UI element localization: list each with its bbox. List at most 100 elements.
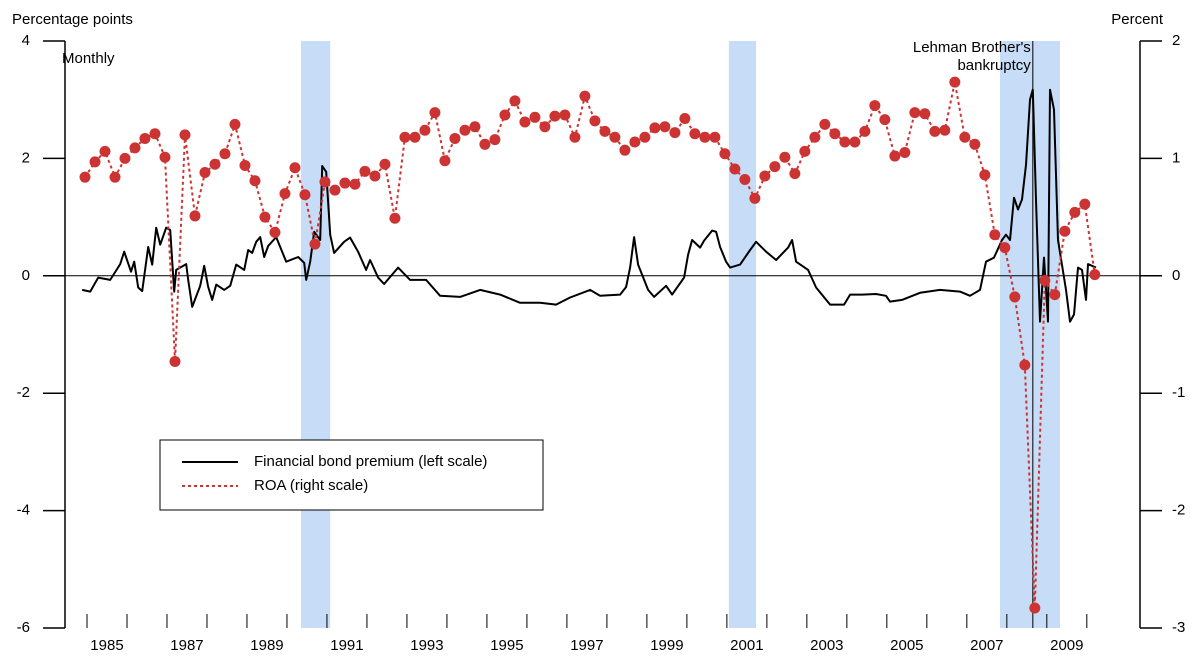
- data-point: [869, 100, 881, 112]
- data-point: [979, 169, 991, 181]
- data-point: [679, 112, 691, 124]
- y2-tick-label: 1: [1172, 149, 1180, 166]
- x-tick-label: 1997: [570, 637, 603, 654]
- data-point: [999, 242, 1011, 254]
- data-point: [149, 128, 161, 140]
- data-point: [589, 115, 601, 127]
- data-point: [829, 128, 841, 140]
- x-tick-label: 2001: [730, 637, 763, 654]
- data-point: [899, 147, 911, 159]
- data-point: [959, 131, 971, 143]
- data-point: [609, 131, 621, 143]
- data-point: [669, 127, 681, 139]
- data-point: [599, 125, 611, 137]
- data-point: [759, 170, 771, 182]
- data-point: [789, 168, 801, 180]
- legend-label: ROA (right scale): [254, 477, 368, 494]
- data-point: [179, 129, 191, 141]
- data-point: [859, 125, 871, 137]
- y2-tick-label: -3: [1172, 619, 1185, 636]
- data-point: [99, 145, 111, 157]
- recession-shade: [728, 41, 757, 628]
- data-point: [119, 152, 131, 164]
- data-point: [479, 138, 491, 150]
- y-tick-label: -6: [17, 619, 30, 636]
- data-point: [699, 131, 711, 143]
- data-point: [949, 76, 961, 88]
- y2-tick-label: -1: [1172, 384, 1185, 401]
- data-point: [539, 121, 551, 133]
- y-tick-label: -4: [17, 502, 30, 519]
- x-tick-label: 1985: [90, 637, 123, 654]
- data-point: [139, 132, 151, 144]
- data-point: [529, 111, 541, 123]
- data-point: [159, 151, 171, 163]
- data-point: [849, 136, 861, 148]
- data-point: [919, 108, 931, 120]
- data-point: [689, 128, 701, 140]
- legend-box: [159, 439, 544, 511]
- data-point: [939, 124, 951, 136]
- data-point: [1029, 602, 1041, 614]
- data-point: [749, 192, 761, 204]
- data-point: [989, 229, 1001, 241]
- data-point: [1019, 359, 1031, 371]
- data-point: [639, 131, 651, 143]
- data-point: [769, 161, 781, 173]
- data-point: [1089, 269, 1101, 281]
- data-point: [309, 238, 321, 250]
- data-point: [459, 124, 471, 136]
- x-tick-label: 1999: [650, 637, 683, 654]
- data-point: [439, 155, 451, 167]
- recession-shade: [1000, 41, 1061, 628]
- legend-label: Financial bond premium (left scale): [254, 453, 487, 470]
- data-point: [929, 125, 941, 137]
- data-point: [549, 110, 561, 122]
- data-point: [219, 148, 231, 160]
- x-tick-label: 2007: [970, 637, 1003, 654]
- data-point: [1079, 198, 1091, 210]
- data-point: [279, 188, 291, 200]
- x-tick-label: 1987: [170, 637, 203, 654]
- y2-axis-label: Percent: [1111, 11, 1164, 28]
- data-point: [649, 122, 661, 134]
- data-point: [619, 144, 631, 156]
- y-tick-label: -2: [17, 384, 30, 401]
- data-point: [399, 131, 411, 143]
- data-point: [389, 212, 401, 224]
- data-point: [709, 131, 721, 143]
- data-point: [569, 131, 581, 143]
- data-point: [469, 121, 481, 133]
- data-point: [319, 176, 331, 188]
- y2-tick-label: 2: [1172, 32, 1180, 49]
- x-tick-label: 2009: [1050, 637, 1083, 654]
- recession-shade: [300, 41, 331, 628]
- series-line: [84, 81, 1096, 609]
- data-point: [1009, 291, 1021, 303]
- data-point: [349, 178, 361, 190]
- data-point: [209, 158, 221, 170]
- data-point: [429, 107, 441, 119]
- data-point: [519, 116, 531, 128]
- data-point: [379, 158, 391, 170]
- data-point: [359, 165, 371, 177]
- data-point: [799, 145, 811, 157]
- data-point: [169, 356, 181, 368]
- data-point: [499, 109, 511, 121]
- data-point: [1039, 274, 1051, 286]
- y-axis-label: Percentage points: [12, 11, 133, 28]
- subtitle: Monthly: [62, 50, 115, 67]
- data-point: [409, 131, 421, 143]
- x-tick-label: 1995: [490, 637, 523, 654]
- data-point: [779, 151, 791, 163]
- data-point: [239, 159, 251, 171]
- data-point: [329, 184, 341, 196]
- data-point: [269, 226, 281, 238]
- data-point: [249, 175, 261, 187]
- data-point: [299, 189, 311, 201]
- data-point: [579, 90, 591, 102]
- data-point: [559, 109, 571, 121]
- data-point: [659, 121, 671, 133]
- data-point: [719, 148, 731, 160]
- x-tick-label: 1993: [410, 637, 443, 654]
